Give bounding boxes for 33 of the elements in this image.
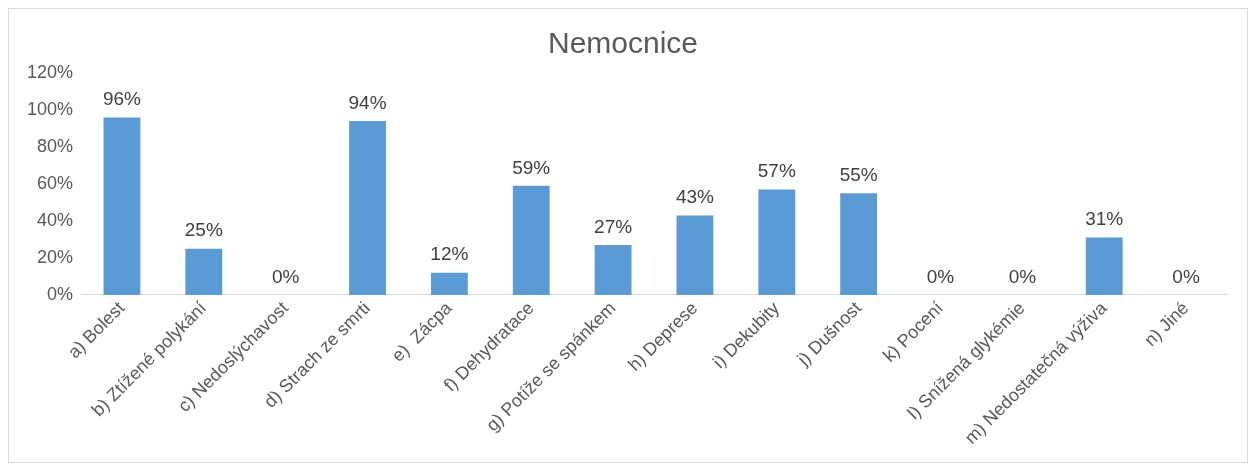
- chart-title: Nemocnice: [547, 26, 699, 60]
- bar: [430, 272, 468, 295]
- y-tick-label: 100%: [26, 98, 74, 119]
- y-tick-label: 40%: [37, 209, 74, 230]
- data-label: 57%: [757, 160, 796, 182]
- data-label: 0%: [1172, 265, 1200, 287]
- y-tick-label: 120%: [26, 61, 74, 82]
- data-label: 55%: [839, 163, 878, 185]
- x-tick-label: n) Jiné: [1140, 297, 1193, 351]
- bar: [103, 117, 141, 295]
- data-label: 43%: [675, 186, 715, 208]
- bar: [594, 244, 632, 295]
- bar: [840, 193, 878, 295]
- bar: [676, 215, 714, 295]
- data-label: 31%: [1085, 208, 1124, 230]
- data-label: 0%: [271, 265, 300, 287]
- bar: [349, 121, 386, 295]
- data-label: 0%: [926, 265, 955, 287]
- data-label: 96%: [102, 88, 142, 110]
- bar: [758, 189, 796, 295]
- y-tick-label: 20%: [37, 246, 74, 267]
- data-label: 59%: [512, 156, 551, 178]
- data-label: 25%: [184, 219, 223, 241]
- y-tick-label: 0%: [47, 283, 74, 304]
- bar: [1085, 237, 1123, 295]
- bar: [512, 185, 550, 295]
- data-label: 94%: [348, 91, 387, 113]
- y-tick-label: 60%: [37, 172, 74, 193]
- y-tick-label: 80%: [37, 135, 74, 156]
- data-label: 0%: [1008, 265, 1037, 287]
- data-label: 27%: [594, 215, 633, 237]
- data-label: 12%: [430, 243, 469, 265]
- bar: [185, 248, 223, 295]
